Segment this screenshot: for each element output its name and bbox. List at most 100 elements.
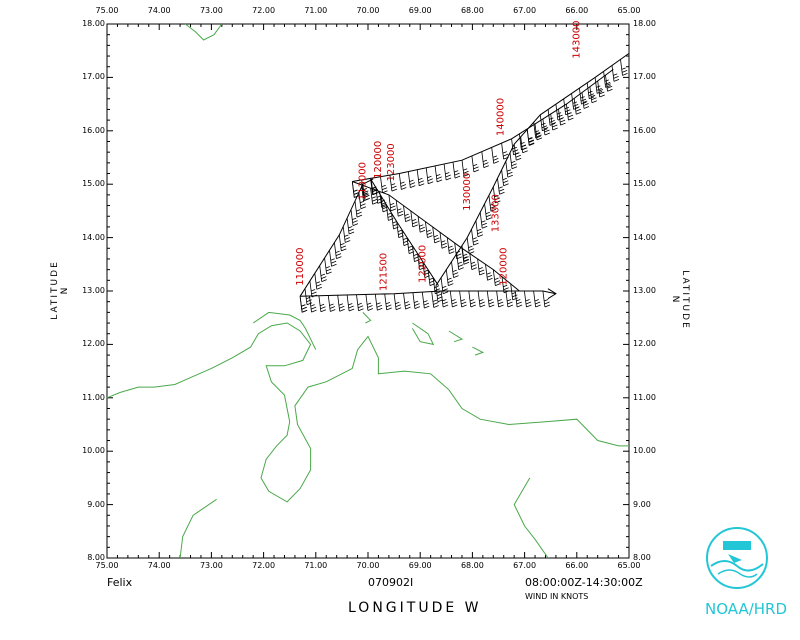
wind-units-note: WIND IN KNOTS bbox=[525, 592, 589, 601]
wind-barb bbox=[395, 200, 404, 217]
lon-tick-label-bottom: 74.00 bbox=[147, 561, 171, 570]
coastline-layer bbox=[106, 23, 629, 559]
lon-tick-label-top: 71.00 bbox=[304, 6, 328, 15]
wind-barb bbox=[412, 245, 420, 262]
time-label: 110000 bbox=[295, 248, 306, 286]
lat-tick-label-left: 14.00 bbox=[82, 232, 105, 242]
wind-barb bbox=[329, 250, 337, 267]
wind-barb bbox=[401, 229, 410, 246]
coastline bbox=[362, 312, 372, 324]
wind-barb bbox=[370, 188, 378, 205]
wind-barb bbox=[350, 209, 359, 226]
wind-barb bbox=[466, 237, 475, 254]
wind-barb bbox=[461, 245, 470, 262]
wind-barb bbox=[403, 205, 411, 222]
lon-tick-label-top: 70.00 bbox=[356, 6, 380, 15]
wind-barb bbox=[403, 293, 411, 310]
wind-barb bbox=[375, 187, 383, 204]
wind-barb bbox=[389, 175, 398, 192]
storm-name: Felix bbox=[107, 576, 133, 589]
wind-barb bbox=[486, 290, 495, 308]
wind-barb bbox=[454, 242, 462, 260]
lon-tick-label-bottom: 75.00 bbox=[95, 561, 119, 570]
lat-tick-label-left: 18.00 bbox=[82, 19, 105, 28]
wind-barb bbox=[603, 71, 611, 88]
wind-barb bbox=[356, 294, 364, 312]
time-label: 133000 bbox=[491, 194, 502, 232]
time-label: 113000 bbox=[357, 162, 368, 200]
wind-barb bbox=[452, 162, 461, 179]
wind-barb bbox=[497, 178, 505, 195]
wind-barb bbox=[385, 204, 394, 221]
wind-barb bbox=[605, 75, 613, 92]
time-label: 120000 bbox=[373, 141, 384, 179]
wind-barb bbox=[484, 203, 492, 221]
wind-barb bbox=[374, 294, 383, 311]
lat-tick-label-left: 11.00 bbox=[82, 392, 105, 402]
wind-barb bbox=[505, 290, 514, 308]
wind-barb bbox=[342, 226, 351, 243]
wind-barb bbox=[432, 277, 441, 295]
x-axis-title: LONGITUDE W bbox=[348, 600, 482, 616]
time-label: 130000 bbox=[462, 173, 473, 211]
wind-barb bbox=[505, 161, 513, 178]
lon-tick-label-bottom: 69.00 bbox=[408, 561, 432, 570]
lat-tick-label-right: 14.00 bbox=[633, 232, 656, 242]
wind-barb bbox=[388, 194, 397, 212]
lat-tick-label-left: 17.00 bbox=[82, 72, 105, 82]
lon-tick-label-bottom: 73.00 bbox=[199, 561, 223, 570]
wind-barb bbox=[318, 295, 327, 313]
wind-barb bbox=[421, 292, 430, 309]
wind-barb bbox=[514, 290, 523, 308]
wind-barb bbox=[620, 59, 628, 76]
wind-barb bbox=[431, 291, 439, 308]
lon-tick-label-top: 69.00 bbox=[408, 6, 432, 15]
wind-barb bbox=[469, 253, 477, 270]
wind-barb bbox=[468, 290, 476, 308]
coastline bbox=[411, 322, 435, 346]
wind-barb bbox=[299, 296, 308, 313]
lat-tick-label-right: 13.00 bbox=[633, 286, 656, 295]
wind-barb bbox=[324, 257, 332, 275]
lon-tick-label-bottom: 67.00 bbox=[513, 561, 537, 570]
lon-tick-label-top: 75.00 bbox=[95, 6, 119, 15]
wind-barb bbox=[396, 221, 404, 238]
flight-id: 070902I bbox=[368, 576, 414, 589]
wind-barb bbox=[492, 269, 501, 286]
wind-barb bbox=[412, 292, 421, 309]
wind-barb bbox=[586, 82, 595, 100]
wind-barb bbox=[417, 253, 425, 270]
lon-tick-label-top: 65.00 bbox=[617, 6, 641, 15]
wind-barb bbox=[520, 136, 528, 154]
wind-barb bbox=[581, 92, 590, 109]
wind-barb bbox=[481, 151, 489, 168]
time-label: 123000 bbox=[386, 143, 397, 181]
wind-barb bbox=[550, 113, 558, 131]
lon-tick-label-bottom: 65.00 bbox=[617, 561, 641, 570]
noaa-logo-icon bbox=[706, 527, 768, 589]
wind-barb bbox=[510, 283, 518, 301]
wind-barb bbox=[358, 192, 367, 210]
y-axis-title-right: LATITUDE N bbox=[670, 270, 690, 330]
wind-barb bbox=[393, 293, 402, 311]
wind-barb bbox=[526, 128, 535, 146]
wind-barb bbox=[492, 186, 501, 204]
wind-barb bbox=[309, 296, 317, 313]
axis-ticks bbox=[106, 23, 629, 558]
wind-barb bbox=[361, 179, 369, 197]
wind-barb bbox=[533, 290, 541, 308]
wind-barb bbox=[440, 277, 449, 295]
lat-tick-label-left: 8.00 bbox=[87, 553, 105, 562]
wind-barb bbox=[439, 232, 448, 249]
lat-tick-label-right: 9.00 bbox=[633, 499, 651, 509]
lon-tick-label-top: 68.00 bbox=[460, 6, 484, 15]
wind-barb bbox=[346, 217, 355, 235]
wind-barb bbox=[380, 195, 389, 213]
lat-tick-label-right: 10.00 bbox=[633, 446, 656, 456]
wind-barb bbox=[491, 147, 499, 164]
wind-barb bbox=[434, 165, 443, 183]
wind-barb bbox=[496, 290, 504, 308]
wind-barb bbox=[488, 195, 497, 212]
wind-barb bbox=[440, 290, 449, 308]
map-frame bbox=[106, 23, 630, 559]
